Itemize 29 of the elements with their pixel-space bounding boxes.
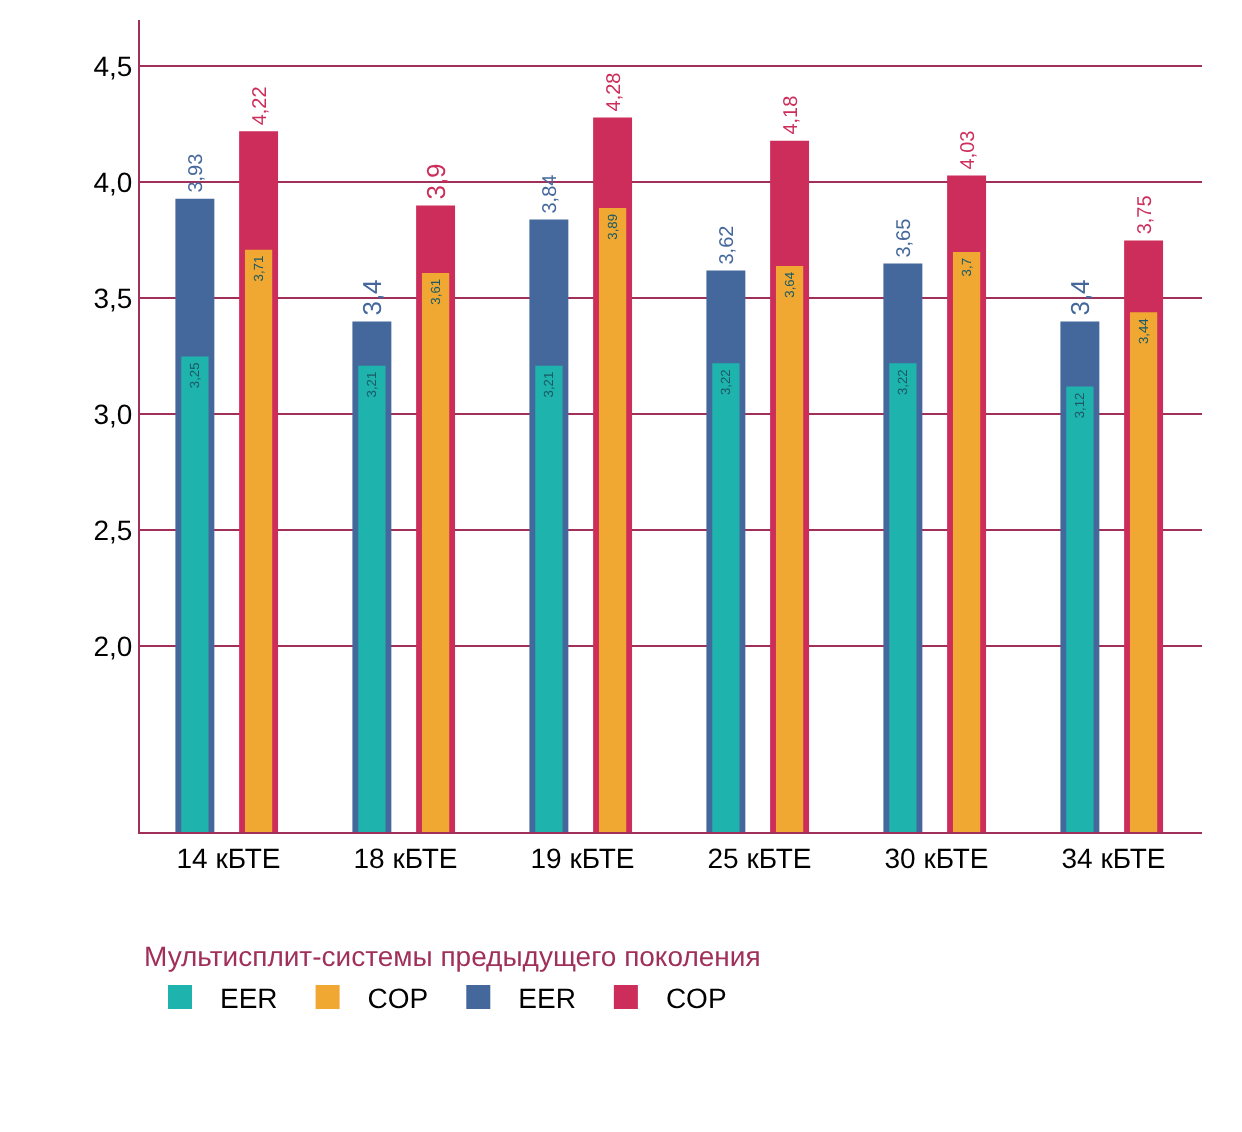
legend-label: EER bbox=[220, 981, 278, 1014]
x-tick-label: 14 кБТЕ bbox=[176, 841, 281, 874]
data-label: 3,62 bbox=[716, 224, 739, 265]
y-tick-label: 2,0 bbox=[93, 630, 133, 663]
legend-title: Мультисплит-системы предыдущего поколения bbox=[144, 939, 761, 972]
x-tick-label: 25 кБТЕ bbox=[707, 841, 812, 874]
y-tick-label: 3,0 bbox=[93, 398, 133, 431]
data-label: 4,22 bbox=[249, 85, 272, 126]
y-tick-label: 2,5 bbox=[93, 514, 133, 547]
x-tick-label: 19 кБТЕ bbox=[530, 841, 635, 874]
data-label: 4,03 bbox=[957, 129, 980, 170]
data-label: 3,84 bbox=[539, 173, 562, 214]
data-label: 3,9 bbox=[420, 163, 451, 200]
data-label: 3,75 bbox=[1134, 194, 1157, 235]
data-label: 4,28 bbox=[603, 71, 626, 112]
x-tick-label: 34 кБТЕ bbox=[1061, 841, 1166, 874]
y-tick-label: 4,0 bbox=[93, 166, 133, 199]
legend-label: COP bbox=[367, 981, 429, 1014]
y-tick-label: 3,5 bbox=[93, 282, 133, 315]
data-label: 3,4 bbox=[1064, 279, 1095, 316]
data-label: 3,93 bbox=[185, 152, 208, 193]
data-label: 4,18 bbox=[780, 94, 803, 135]
y-tick-label: 4,5 bbox=[93, 50, 133, 83]
data-label: 3,65 bbox=[893, 217, 916, 258]
legend-label: COP bbox=[665, 981, 727, 1014]
data-label: 3,4 bbox=[356, 279, 387, 316]
x-tick-label: 30 кБТЕ bbox=[884, 841, 989, 874]
x-tick-label: 18 кБТЕ bbox=[353, 841, 458, 874]
legend-label: EER bbox=[518, 981, 576, 1014]
